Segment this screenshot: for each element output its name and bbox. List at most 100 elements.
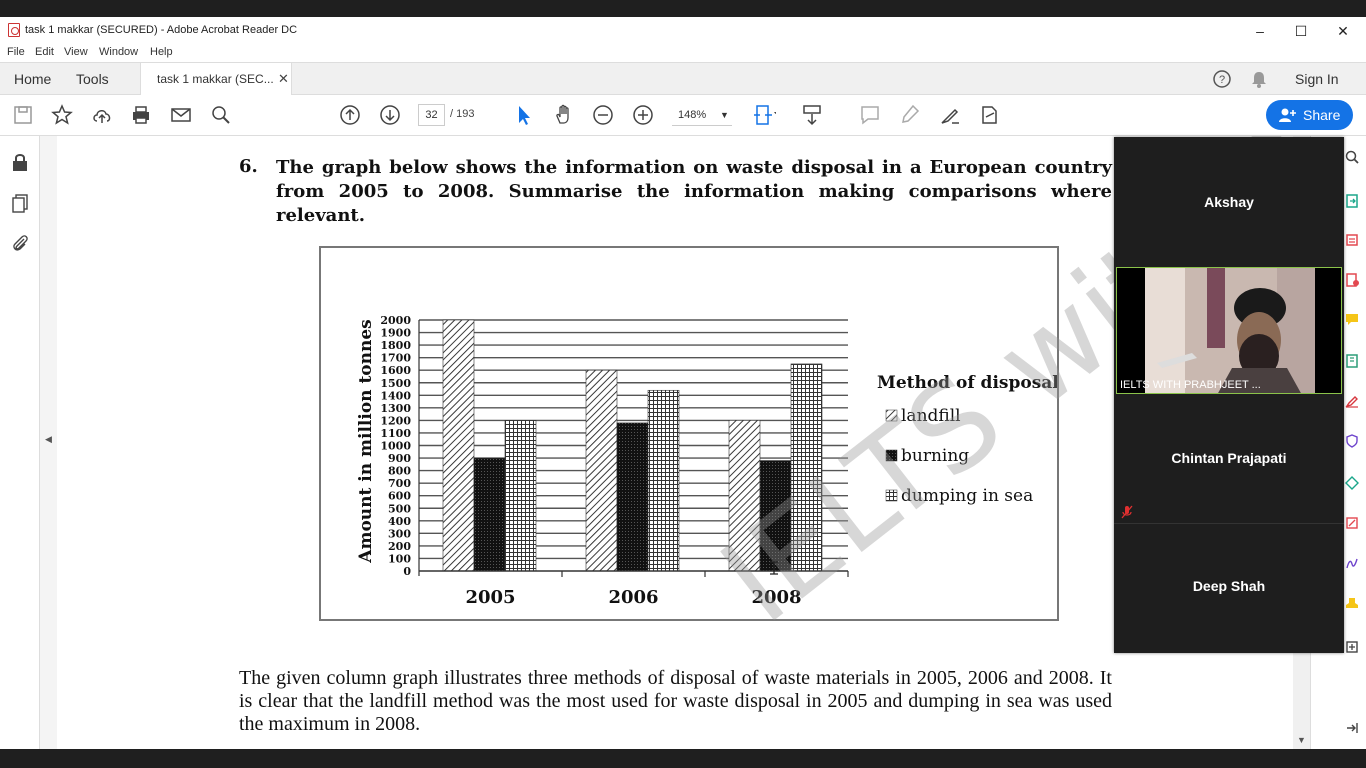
window-title: task 1 makkar (SECURED) - Adobe Acrobat … [25, 24, 298, 36]
next-page-icon[interactable] [378, 103, 402, 127]
create-pdf-icon[interactable] [1345, 273, 1359, 287]
sign-pen-icon[interactable] [938, 103, 962, 127]
page-number-input[interactable]: 32 [418, 104, 445, 126]
x-tick-label: 2008 [751, 587, 801, 608]
menu-help[interactable]: Help [150, 46, 173, 58]
email-icon[interactable] [169, 103, 193, 127]
bar-burning-2006 [616, 422, 649, 572]
main-toolbar: 32 / 193 148% ▼ Share [0, 95, 1366, 136]
sign-in-link[interactable]: Sign In [1295, 71, 1339, 87]
menu-window[interactable]: Window [99, 46, 139, 58]
x-tick-label: 2005 [465, 587, 515, 608]
y-tick-label: 1100 [380, 427, 411, 440]
organize-pages-icon[interactable] [1345, 476, 1359, 490]
close-tab-icon[interactable]: ✕ [278, 71, 289, 86]
collapse-tools-icon[interactable] [1345, 721, 1359, 735]
stamp-tool-icon[interactable] [1345, 596, 1359, 610]
hand-tool-icon[interactable] [552, 103, 576, 127]
question-text: The graph below shows the information on… [276, 157, 1112, 226]
help-icon[interactable]: ? [1213, 70, 1231, 88]
bottom-screen-bar [0, 749, 1366, 768]
chevron-down-icon: ▼ [720, 110, 729, 120]
upload-cloud-icon[interactable] [90, 103, 114, 127]
y-tick-label: 1800 [380, 339, 411, 352]
participant-akshay[interactable]: Akshay [1204, 194, 1254, 210]
y-tick-label: 1700 [380, 352, 411, 365]
chart-axes: 0100200300400500600700800900100011001200… [380, 314, 849, 608]
bar-burning-2008 [759, 460, 792, 572]
zoom-level-select[interactable]: 148% ▼ [672, 104, 732, 126]
find-icon[interactable] [209, 103, 233, 127]
participant-deep-shah[interactable]: Deep Shah [1192, 578, 1266, 594]
close-icon[interactable]: ✕ [1337, 23, 1349, 39]
minimize-icon[interactable]: – [1256, 23, 1264, 39]
pdf-page: 6. The graph below shows the information… [57, 136, 1293, 749]
edit-pdf-icon[interactable] [1345, 233, 1359, 247]
expand-panel-icon[interactable]: ◀ [45, 434, 52, 444]
export-pdf-icon[interactable] [1345, 194, 1359, 208]
title-bar: task 1 makkar (SECURED) - Adobe Acrobat … [0, 17, 1366, 44]
send-signature-icon[interactable] [1345, 556, 1359, 570]
acrobat-icon [8, 23, 20, 37]
print-icon[interactable] [129, 103, 153, 127]
pages-icon[interactable] [10, 193, 30, 213]
document-tab-label: task 1 makkar (SEC... [157, 72, 274, 86]
fill-sign-icon[interactable] [1345, 394, 1359, 408]
menu-view[interactable]: View [64, 46, 88, 58]
maximize-icon[interactable]: ☐ [1294, 23, 1308, 39]
previous-page-icon[interactable] [338, 103, 362, 127]
share-button[interactable]: Share [1266, 100, 1353, 130]
bell-icon[interactable] [1251, 70, 1267, 88]
top-screen-bar [0, 0, 1366, 17]
y-tick-label: 1300 [380, 402, 411, 415]
bar-landfill-2005 [442, 319, 475, 572]
scroll-mode-icon[interactable] [800, 103, 824, 127]
lock-icon[interactable] [10, 152, 30, 172]
zoom-out-icon[interactable] [591, 103, 615, 127]
bar-dumping-in-sea-2006 [647, 389, 680, 572]
legend-label: burning [901, 446, 969, 466]
save-icon[interactable] [11, 103, 35, 127]
participant-video-label: IELTS WITH PRABHJEET ... [1120, 379, 1261, 391]
y-axis-label: Amount in million tonnes [356, 319, 376, 563]
select-cursor-icon[interactable] [512, 103, 536, 127]
bar-burning-2005 [473, 457, 506, 572]
y-tick-label: 200 [388, 540, 411, 553]
legend-label: landfill [901, 406, 961, 426]
menu-file[interactable]: File [7, 46, 25, 58]
protect-icon[interactable] [1345, 434, 1359, 448]
participant-chintan[interactable]: Chintan Prajapati [1171, 450, 1287, 466]
legend-title: Method of disposal [877, 373, 1057, 393]
search-icon[interactable] [1345, 150, 1359, 164]
legend-swatch [885, 449, 898, 462]
y-tick-label: 1200 [380, 414, 411, 427]
comment-tool-icon[interactable] [1345, 312, 1359, 326]
y-tick-label: 1900 [380, 327, 411, 340]
more-tools-icon[interactable] [1345, 640, 1359, 654]
document-tab[interactable]: task 1 makkar (SEC... ✕ [140, 63, 292, 95]
bookmark-star-icon[interactable] [50, 103, 74, 127]
zoom-in-icon[interactable] [631, 103, 655, 127]
participant-video-host[interactable]: IELTS WITH PRABHJEET ... [1116, 267, 1342, 394]
legend-swatch [885, 489, 898, 502]
y-tick-label: 100 [388, 552, 411, 565]
comment-icon[interactable] [858, 103, 882, 127]
legend-label: dumping in sea [901, 486, 1033, 506]
legend-swatch [885, 409, 898, 422]
tab-home[interactable]: Home [14, 71, 52, 87]
combine-files-icon[interactable] [1345, 354, 1359, 368]
optimize-icon[interactable] [1345, 516, 1359, 530]
stamp-icon[interactable] [977, 103, 1001, 127]
svg-text:?: ? [1219, 74, 1225, 86]
tab-tools[interactable]: Tools [76, 71, 109, 87]
left-navigation-rail [0, 136, 40, 749]
highlight-icon[interactable] [898, 103, 922, 127]
menu-edit[interactable]: Edit [35, 46, 54, 58]
y-tick-label: 0 [403, 565, 411, 578]
fit-page-icon[interactable] [752, 103, 777, 127]
mic-muted-icon [1121, 505, 1133, 519]
attachment-icon[interactable] [10, 233, 30, 253]
scroll-down-icon[interactable]: ▼ [1297, 735, 1306, 745]
y-tick-label: 400 [388, 515, 411, 528]
y-tick-label: 1600 [380, 364, 411, 377]
